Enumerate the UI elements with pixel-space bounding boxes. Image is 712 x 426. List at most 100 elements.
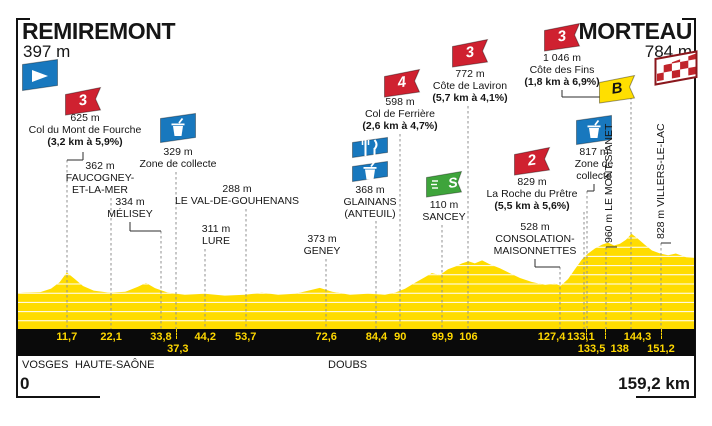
waypoint-label: 598 m Col de Ferrière (2,6 km à 4,7%): [362, 96, 437, 132]
finish-axis-bracket: [636, 18, 696, 398]
category-3-climb-icon: 3: [451, 38, 489, 68]
waypoint-label-line: 362 m: [85, 160, 115, 172]
waypoint-label-line: SANCEY: [422, 211, 466, 223]
km-tick: 127,4: [537, 331, 566, 343]
start-town-name: REMIREMONT: [22, 18, 176, 44]
waypoint-label-line: 598 m: [385, 96, 415, 108]
waypoint-label-line: MÉLISEY: [107, 208, 153, 220]
waypoint-label-line: (ANTEUIL): [344, 208, 396, 220]
category-3-climb-icon: 3: [64, 86, 102, 116]
waypoint-label-line: FAUCOGNEY-: [65, 172, 135, 184]
km-tick: 72,6: [315, 331, 337, 343]
distance-start: 0: [20, 374, 30, 393]
waypoint-label-line: 329 m: [163, 146, 193, 158]
km-tick: 90: [394, 331, 407, 343]
km-tick: 133,5: [577, 343, 606, 355]
waypoint-label-line: 288 m: [222, 183, 252, 195]
waypoint-label: 772 m Côte de Laviron (5,7 km à 4,1%): [432, 68, 507, 104]
waypoint-label-line: MAISONNETTES: [493, 245, 577, 257]
waste-collection-icon: [159, 112, 197, 149]
km-tick: 11,7: [56, 331, 78, 343]
waypoint-label-line: CONSOLATION-: [495, 233, 575, 245]
waypoint-label: 1 046 m Côte des Fins (1,8 km à 6,9%): [524, 52, 599, 88]
km-tick: 151,2: [647, 343, 675, 355]
waypoint-label-line: 110 m: [429, 199, 459, 211]
waypoint-label-line: Zone de: [574, 158, 614, 170]
waypoint-label: 288 m LE VAL-DE-GOUHENANS: [175, 183, 299, 207]
km-tick: 53,7: [234, 331, 257, 343]
waypoint-label-line: 772 m: [455, 68, 485, 80]
waypoint-label: 110 m SANCEY: [422, 199, 465, 223]
waypoint-label-line: Côte de Laviron: [432, 80, 508, 92]
waypoint-label-line: 829 m: [517, 176, 547, 188]
start-flag-icon: [21, 58, 59, 97]
waste-collection-icon: [575, 114, 613, 151]
waypoint-label-line: (3,2 km à 5,9%): [47, 136, 123, 148]
elevation-profile-area: [17, 233, 695, 330]
waypoint-label-line: ET-LA-MER: [71, 184, 128, 196]
km-tick: 138: [610, 343, 629, 355]
waypoint-label-line: 625 m: [70, 112, 100, 124]
feed-zone-icon: [351, 136, 389, 164]
waypoint-label-line: GENEY: [303, 245, 341, 257]
waypoint-label: 329 m Zone de collecte: [139, 146, 216, 170]
waypoint-label: 311 m LURE: [202, 223, 230, 247]
waypoint-label-line: LURE: [201, 235, 230, 247]
waypoint-label: 528 m CONSOLATION- MAISONNETTES: [494, 221, 577, 257]
waypoint-label-line: La Roche du Prêtre: [486, 188, 578, 200]
waypoint-label: 362 m FAUCOGNEY- ET-LA-MER: [66, 160, 134, 196]
distance-total: 159,2 km: [618, 374, 690, 393]
waypoint-label: 373 m GENEY: [304, 233, 341, 257]
km-tick: 133,1: [567, 331, 595, 343]
vertical-waypoint-label: 960 m LE MONT SIANET: [603, 123, 615, 243]
waypoint-label-line: 528 m: [520, 221, 550, 233]
km-tick: 22,1: [100, 331, 122, 343]
km-tick: 106: [459, 331, 478, 343]
start-axis-bracket: [16, 18, 100, 398]
waypoint-label-line: (5,5 km à 5,6%): [494, 200, 570, 212]
km-tick: 99,9: [431, 331, 454, 343]
km-tick: 144,3: [623, 331, 652, 343]
km-tick: 44,2: [194, 331, 216, 343]
waypoint-label-line: GLAINANS: [343, 196, 397, 208]
waypoint-label: 829 m La Roche du Prêtre (5,5 km à 5,6%): [486, 176, 577, 212]
bonus-point-icon: B: [598, 74, 636, 104]
waypoint-label-line: (2,6 km à 4,7%): [362, 120, 438, 132]
department-label: HAUTE-SAÔNE: [75, 359, 155, 371]
km-tick: 37,3: [167, 343, 189, 355]
waypoint-label-line: 373 m: [307, 233, 337, 245]
waypoint-label-line: collecte: [576, 170, 612, 182]
waypoint-label-line: Côte des Fins: [529, 64, 595, 76]
category-3-climb-icon: 3: [543, 22, 581, 52]
waypoint-label-line: 311 m: [201, 223, 231, 235]
km-tick-mark: [604, 329, 606, 339]
waypoint-label-line: Col du Mont de Fourche: [28, 124, 142, 136]
category-4-climb-icon: 4: [383, 68, 421, 98]
department-label: DOUBS: [328, 359, 368, 371]
waypoint-label-line: (1,8 km à 6,9%): [524, 76, 600, 88]
finish-flag-icon: [654, 50, 698, 91]
waypoint-label: 334 m MÉLISEY: [107, 196, 153, 220]
category-2-climb-icon: 2: [513, 146, 551, 176]
km-tick: 33,8: [150, 331, 172, 343]
waypoint-label-line: 334 m: [115, 196, 145, 208]
waypoint-label-line: 368 m: [355, 184, 385, 196]
km-tick-mark: [660, 329, 662, 339]
km-tick: 84,4: [365, 331, 388, 343]
waypoint-label-line: 1 046 m: [543, 52, 581, 64]
waste-collection-icon: [351, 160, 389, 188]
waypoint-label: 625 m Col du Mont de Fourche (3,2 km à 5,9…: [29, 112, 142, 148]
km-tick-mark: [175, 329, 177, 339]
start-town-elevation: 397 m: [23, 42, 71, 61]
waypoint-label-line: (5,7 km à 4,1%): [432, 92, 508, 104]
department-label: VOSGES: [22, 359, 69, 371]
km-tick-mark: [585, 329, 587, 339]
waypoint-label-line: Col de Ferrière: [364, 108, 436, 120]
waypoint-label: 368 m GLAINANS (ANTEUIL): [343, 184, 396, 220]
waypoint-label: 817 m Zone de collecte: [575, 146, 614, 182]
waypoint-label-line: 817 m: [579, 146, 609, 158]
waypoint-label-line: LE VAL-DE-GOUHENANS: [174, 195, 300, 207]
vertical-waypoint-label: 828 m VILLERS-LE-LAC: [655, 123, 667, 239]
waypoint-label-line: Zone de collecte: [139, 158, 217, 170]
